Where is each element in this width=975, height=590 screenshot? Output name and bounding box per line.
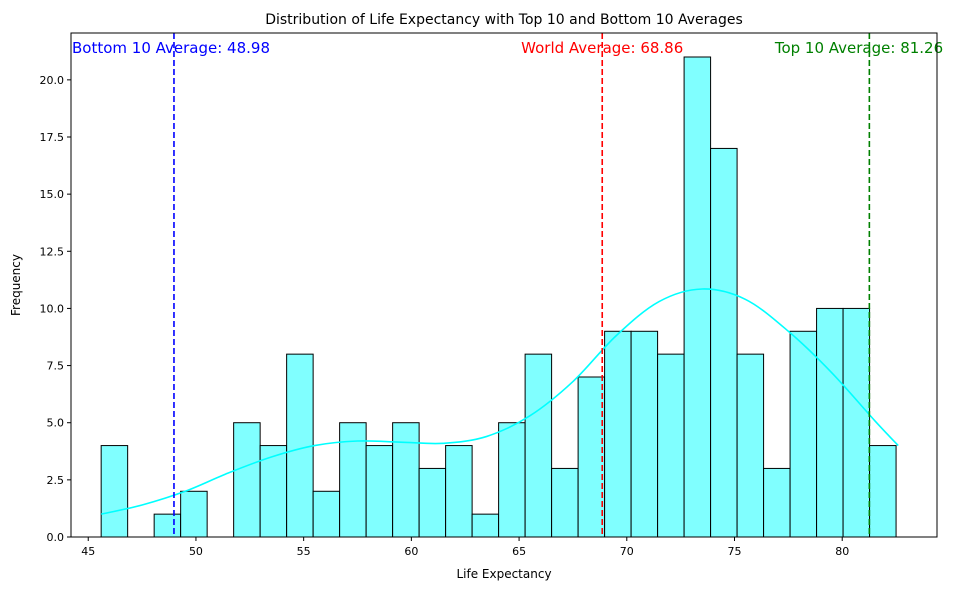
kde-curve	[100, 288, 899, 515]
x-tick-label: 60	[404, 545, 418, 558]
histogram-bar	[630, 330, 659, 538]
reference-line-label: Bottom 10 Average: 48.98	[72, 39, 270, 57]
x-tick-label: 50	[189, 545, 203, 558]
x-axis-label: Life Expectancy	[456, 567, 551, 581]
histogram-bar	[816, 307, 844, 538]
histogram-bar	[736, 353, 765, 538]
histogram-bar	[763, 467, 791, 538]
reference-lines: Bottom 10 Average: 48.98 World Average: 6…	[72, 33, 943, 537]
plot-frame	[70, 32, 938, 538]
histogram-bar	[524, 353, 553, 538]
histogram-bar	[339, 422, 367, 538]
histogram-bar	[471, 513, 500, 538]
y-axis-label: Frequency	[9, 254, 23, 316]
histogram-bar	[683, 56, 712, 538]
x-tick-label: 45	[81, 545, 95, 558]
y-tick-label: 20.0	[40, 74, 65, 87]
histogram-bar	[153, 513, 182, 538]
histogram-bar	[233, 422, 261, 538]
chart-title: Distribution of Life Expectancy with Top…	[265, 12, 743, 28]
histogram-bars	[100, 56, 897, 538]
y-axis: 0.0 2.5 5.0 7.5 10.0 12.5 15.0 17.5 20.0	[40, 74, 71, 544]
histogram-bar	[498, 422, 526, 538]
histogram-bar	[286, 353, 314, 538]
histogram-bar	[392, 422, 420, 538]
x-axis: 45 50 55 60 65 70 75 80	[81, 537, 849, 558]
histogram-bar	[365, 445, 394, 538]
histogram-bar	[418, 467, 447, 538]
histogram-bar	[710, 147, 738, 538]
histogram-bar	[604, 330, 632, 538]
histogram-bar	[657, 353, 685, 538]
y-tick-label: 10.0	[40, 302, 65, 315]
histogram-bar	[842, 307, 871, 538]
y-tick-label: 17.5	[40, 131, 65, 144]
x-tick-label: 55	[297, 545, 311, 558]
y-tick-label: 7.5	[47, 360, 65, 373]
histogram-bar	[312, 490, 341, 538]
histogram-bar	[789, 330, 818, 538]
histogram-bar	[445, 445, 473, 538]
histogram-bar	[577, 376, 606, 538]
y-tick-label: 12.5	[40, 245, 65, 258]
histogram-bar	[551, 467, 579, 538]
histogram-bar	[100, 445, 129, 538]
x-tick-label: 70	[620, 545, 634, 558]
reference-line-label: Top 10 Average: 81.26	[774, 39, 943, 57]
histogram-bar	[259, 445, 288, 538]
y-tick-label: 2.5	[47, 474, 65, 487]
histogram-bar	[869, 445, 897, 538]
reference-line-label: World Average: 68.86	[521, 39, 683, 57]
y-tick-label: 5.0	[47, 417, 65, 430]
y-tick-label: 0.0	[47, 531, 65, 544]
y-tick-label: 15.0	[40, 188, 65, 201]
x-tick-label: 75	[728, 545, 742, 558]
x-tick-label: 65	[512, 545, 526, 558]
plot-area: Bottom 10 Average: 48.98 World Average: 6…	[70, 32, 943, 538]
x-tick-label: 80	[835, 545, 849, 558]
histogram-bar	[180, 490, 208, 538]
